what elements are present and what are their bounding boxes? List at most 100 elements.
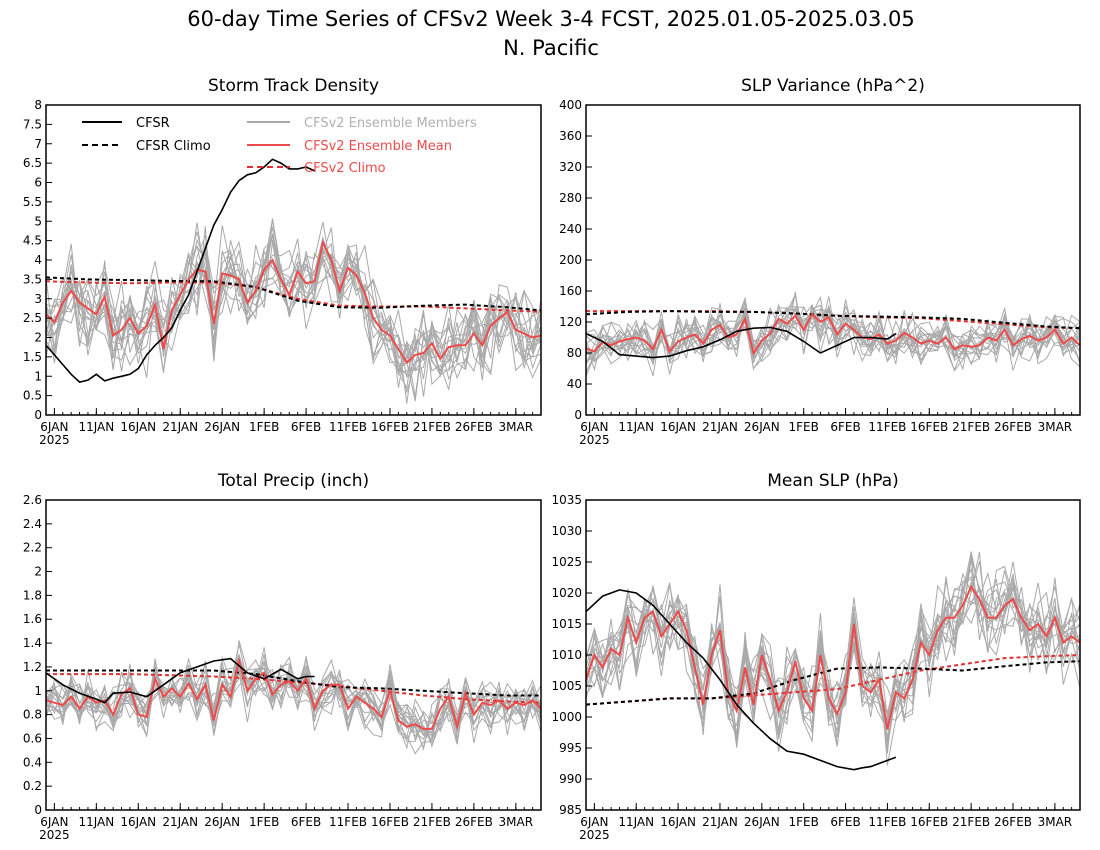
x-tick-label: 26FEB <box>994 815 1032 829</box>
ensemble-member-line <box>586 578 1080 738</box>
y-tick-label: 2 <box>34 331 42 345</box>
x-tick-label: 6JAN <box>580 815 608 829</box>
legend-ensemble-members-label: CFSv2 Ensemble Members <box>304 116 477 131</box>
x-tick-label: 21JAN <box>162 815 198 829</box>
y-tick-label: 7 <box>34 137 42 151</box>
x-tick-label: 11JAN <box>78 815 114 829</box>
x-tick-label: 6JAN <box>40 420 68 434</box>
figure-region: N. Pacific <box>503 36 599 60</box>
x-tick-label: 21JAN <box>162 420 198 434</box>
x-year-label: 2025 <box>579 828 610 842</box>
x-year-label: 2025 <box>39 433 70 447</box>
x-tick-label: 16FEB <box>371 420 409 434</box>
y-tick-label: 6.5 <box>23 156 42 170</box>
y-tick-label: 1.4 <box>23 636 42 650</box>
series-line-cfsr-climo <box>586 660 1080 706</box>
y-tick-label: 8 <box>34 98 42 112</box>
y-tick-label: 0.2 <box>23 779 42 793</box>
y-tick-label: 320 <box>559 160 582 174</box>
plot-frame <box>45 104 542 416</box>
x-tick-label: 21FEB <box>413 420 451 434</box>
x-year-label: 2025 <box>579 433 610 447</box>
series-line-cfsv2-ensemble-mean <box>586 312 1080 356</box>
x-tick-label: 21JAN <box>702 815 738 829</box>
chart-panel-2: SLP Variance (hPa^2) 0 40 80 120 160 200 240 280… <box>559 76 1081 447</box>
x-tick-label: 21FEB <box>952 815 990 829</box>
x-tick-label: 6FEB <box>291 420 321 434</box>
x-tick-label: 26JAN <box>744 815 780 829</box>
x-tick-label: 26FEB <box>455 420 493 434</box>
y-tick-label: 1.8 <box>23 588 42 602</box>
legend-cfsr-label: CFSR <box>136 116 170 131</box>
ensemble-member-line <box>586 312 1080 374</box>
series-line-cfsv2-climo <box>46 280 541 313</box>
x-tick-label: 16JAN <box>120 815 156 829</box>
ensemble-member-line <box>46 222 541 375</box>
panel-title: Total Precip (inch) <box>217 471 369 491</box>
y-tick-label: 160 <box>559 284 582 298</box>
y-tick-label: 1035 <box>551 493 582 507</box>
legend-cfsv2-climo-label: CFSv2 Climo <box>304 161 386 176</box>
x-tick-label: 26JAN <box>204 815 240 829</box>
y-tick-label: 120 <box>559 315 582 329</box>
y-tick-label: 0 <box>34 408 42 422</box>
series-line-cfsr <box>46 158 315 383</box>
y-tick-label: 5 <box>34 214 42 228</box>
x-tick-label: 11JAN <box>618 420 654 434</box>
x-tick-label: 11FEB <box>329 420 367 434</box>
x-tick-label: 3MAR <box>1038 420 1073 434</box>
ensemble-member-line <box>46 239 541 376</box>
y-tick-label: 985 <box>559 803 582 817</box>
x-tick-label: 6FEB <box>830 420 860 434</box>
y-tick-label: 2 <box>34 565 42 579</box>
ensemble-member-line <box>46 242 541 397</box>
plot-area <box>46 640 541 755</box>
y-tick-label: 4.5 <box>23 234 42 248</box>
x-tick-label: 11FEB <box>868 420 906 434</box>
legend-cfsr-climo-label: CFSR Climo <box>136 139 211 154</box>
y-tick-label: 1 <box>34 684 42 698</box>
x-tick-label: 3MAR <box>499 420 534 434</box>
ensemble-member-line <box>46 231 541 374</box>
series-line-cfsr-climo <box>46 276 541 312</box>
y-tick-label: 1020 <box>551 586 582 600</box>
ensemble-member-line <box>586 561 1080 731</box>
ensemble-member-line <box>46 218 541 381</box>
legend: CFSR CFSR Climo CFSv2 Ensemble Members CFSv… <box>82 116 477 176</box>
series-line-cfsr <box>586 326 897 359</box>
y-tick-label: 1000 <box>551 710 582 724</box>
ensemble-member-line <box>46 225 541 371</box>
series-line-cfsv2-climo <box>586 654 1080 706</box>
y-tick-label: 1010 <box>551 648 582 662</box>
y-tick-label: 400 <box>559 98 582 112</box>
x-tick-label: 26FEB <box>994 420 1032 434</box>
y-tick-label: 240 <box>559 222 582 236</box>
x-tick-label: 6JAN <box>580 420 608 434</box>
x-tick-label: 16JAN <box>660 815 696 829</box>
y-tick-label: 3.5 <box>23 272 42 286</box>
x-tick-label: 21JAN <box>702 420 738 434</box>
series-line-cfsv2-ensemble-mean <box>46 239 541 365</box>
x-tick-label: 21FEB <box>413 815 451 829</box>
ensemble-member-line <box>46 238 541 394</box>
y-tick-label: 1030 <box>551 524 582 538</box>
x-tick-label: 21FEB <box>952 420 990 434</box>
ensemble-member-line <box>586 575 1080 739</box>
x-tick-label: 26FEB <box>455 815 493 829</box>
x-tick-label: 11FEB <box>329 815 367 829</box>
x-tick-label: 1FEB <box>789 815 819 829</box>
y-tick-label: 5.5 <box>23 195 42 209</box>
x-year-label: 2025 <box>39 828 70 842</box>
panel-title: SLP Variance (hPa^2) <box>741 76 925 96</box>
y-tick-label: 2.5 <box>23 311 42 325</box>
x-tick-label: 6FEB <box>291 815 321 829</box>
panel-title: Storm Track Density <box>208 76 379 96</box>
ensemble-member-line <box>586 554 1080 744</box>
x-tick-label: 16FEB <box>371 815 409 829</box>
chart-panel-1: Storm Track Density 0 0.5 1 1.5 2 2.5 3 3.5 4 4.5 5… <box>23 76 542 447</box>
y-tick-label: 1.5 <box>23 350 42 364</box>
y-tick-label: 280 <box>559 191 582 205</box>
y-tick-label: 0 <box>34 803 42 817</box>
y-tick-label: 1.6 <box>23 612 42 626</box>
x-tick-label: 3MAR <box>1038 815 1073 829</box>
